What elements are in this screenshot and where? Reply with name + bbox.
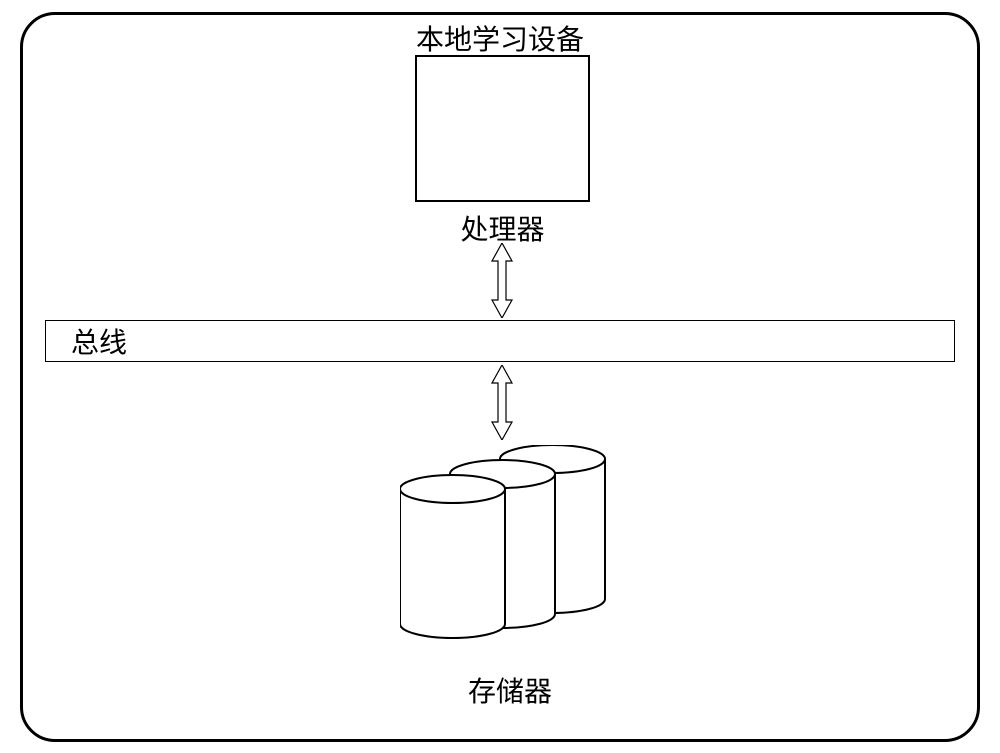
storage-label: 存储器 <box>450 670 570 710</box>
arrow-processor-bus <box>490 243 514 318</box>
cylinder-front <box>400 475 505 638</box>
bus-label: 总线 <box>71 321 127 361</box>
processor-label: 处理器 <box>420 208 585 248</box>
bus-box: 总线 <box>45 320 955 362</box>
diagram-title: 本地学习设备 <box>400 18 600 58</box>
arrow-bus-storage <box>490 365 514 440</box>
storage-cylinders <box>400 445 660 640</box>
processor-box <box>415 55 590 202</box>
